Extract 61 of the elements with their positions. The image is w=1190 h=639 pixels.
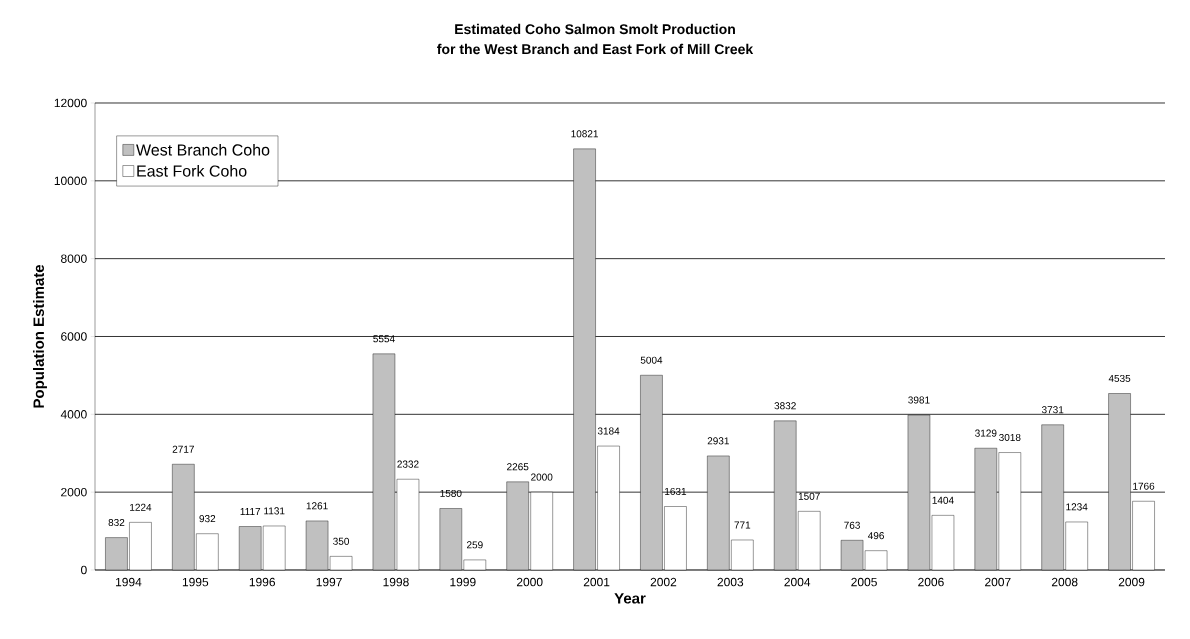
x-tick-label: 2006: [918, 577, 944, 587]
y-tick-label: 12000: [54, 98, 87, 108]
data-label: 1766: [1133, 482, 1155, 490]
data-label: 3731: [1041, 406, 1064, 414]
y-tick-label: 4000: [60, 410, 87, 419]
data-label: 5004: [640, 356, 663, 364]
data-label: 5554: [373, 335, 395, 343]
legend-label: East Fork Coho: [137, 164, 247, 177]
data-label: 832: [108, 519, 125, 527]
x-tick-label: 2003: [717, 577, 744, 587]
data-label: 2717: [172, 445, 194, 453]
data-label: 2332: [397, 460, 419, 468]
x-tick-label: 1999: [450, 577, 476, 587]
y-tick-label: 8000: [61, 254, 87, 263]
data-label: 3018: [999, 433, 1021, 441]
data-label: 1224: [130, 503, 152, 511]
x-tick-label: 2004: [784, 577, 811, 587]
data-label: 1131: [264, 507, 285, 515]
x-tick-label: 1998: [383, 577, 409, 587]
data-label: 1404: [932, 496, 954, 504]
data-label: 1261: [306, 502, 328, 510]
data-label: 4535: [1108, 374, 1131, 382]
data-label: 3832: [774, 402, 796, 410]
x-tick-label: 1996: [249, 577, 276, 587]
data-label: 1580: [440, 489, 462, 497]
data-label: 3184: [597, 427, 620, 435]
x-tick-label: 1994: [116, 577, 142, 587]
data-label: 1234: [1066, 503, 1088, 511]
x-tick-label: 2005: [851, 577, 877, 587]
data-label: 763: [844, 521, 860, 529]
x-tick-label: 2000: [516, 577, 543, 587]
legend-label: West Branch Coho: [136, 143, 270, 156]
x-tick-label: 2008: [1051, 577, 1078, 587]
x-axis-title: Year: [614, 593, 646, 604]
data-label: 496: [867, 532, 884, 540]
y-tick-label: 10000: [54, 176, 87, 186]
x-tick-label: 2001: [583, 577, 610, 587]
data-label: 932: [199, 515, 216, 523]
data-label: 1507: [798, 492, 820, 500]
y-tick-label: 0: [81, 565, 87, 575]
chart-subtitle: for the West Branch and East Fork of Mill Creek: [437, 43, 754, 55]
data-label: 259: [466, 541, 483, 549]
data-label: 3129: [975, 429, 997, 437]
data-label: 3981: [908, 396, 930, 404]
chart-title: Estimated Coho Salmon Smolt Production: [455, 23, 735, 35]
x-tick-label: 2009: [1118, 577, 1145, 587]
data-label: 350: [333, 537, 350, 545]
data-label: 1631: [665, 487, 687, 495]
x-tick-label: 2002: [650, 577, 677, 587]
y-axis-title: Population Estimate: [33, 264, 47, 408]
data-label: 2265: [507, 463, 529, 471]
y-tick-label: 2000: [61, 487, 87, 497]
data-label: 2000: [531, 473, 553, 481]
x-tick-label: 1997: [316, 577, 342, 587]
data-label: 771: [734, 521, 751, 529]
data-label: 2931: [707, 437, 729, 445]
data-label: 1117: [240, 508, 261, 515]
x-tick-label: 2007: [985, 577, 1011, 587]
y-tick-label: 6000: [61, 332, 87, 341]
data-label: 10821: [571, 130, 598, 138]
x-tick-label: 1995: [182, 577, 209, 587]
